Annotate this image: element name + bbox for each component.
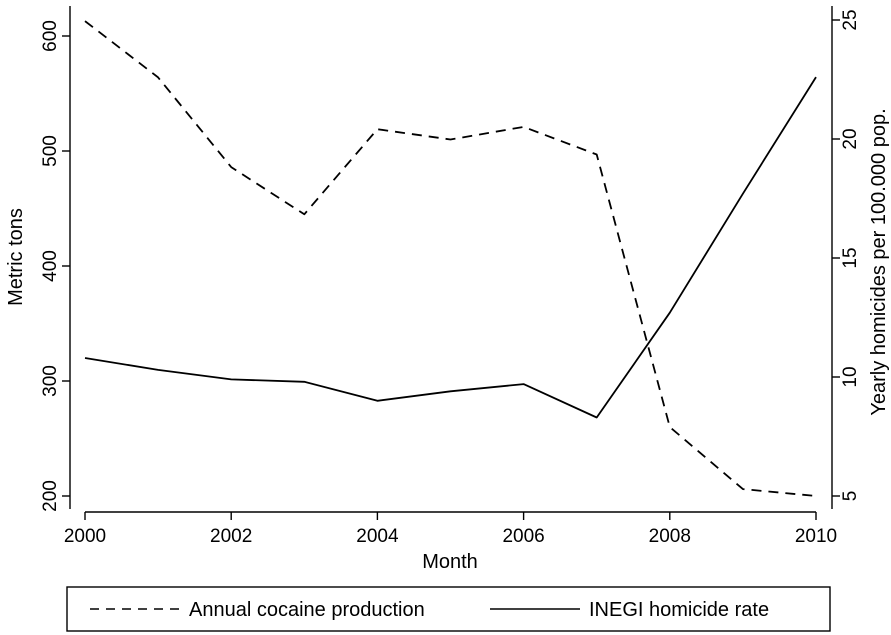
- series-line-homicide-rate: [84, 76, 817, 419]
- y-left-tick-label: 600: [40, 20, 61, 52]
- axes: 2000 2002 2004 2006 2008 20102003004005006005…: [40, 6, 861, 547]
- y-right-tick-label: 5: [840, 491, 861, 502]
- legend-box: [66, 586, 831, 632]
- legend-label-homicide: INEGI homicide rate: [589, 599, 769, 621]
- y-axis-left-title: Metric tons: [5, 208, 27, 306]
- x-tick-label: 2006: [502, 526, 544, 547]
- x-tick-label: 2008: [649, 526, 691, 547]
- y-left-tick-label: 500: [40, 135, 61, 167]
- y-right-tick-label: 15: [840, 247, 861, 268]
- y-axis-right-title: Yearly homicides per 100.000 pop.: [868, 108, 890, 415]
- x-axis-title: Month: [422, 551, 478, 573]
- series-lines: [84, 20, 817, 497]
- y-right-tick-label: 10: [840, 366, 861, 387]
- x-tick-label: 2004: [356, 526, 399, 547]
- x-tick-label: 2010: [795, 526, 837, 547]
- y-right-tick-label: 20: [840, 128, 861, 149]
- series-line-cocaine-production: [84, 20, 817, 497]
- legend: Annual cocaine production INEGI homicide…: [66, 586, 831, 632]
- y-left-tick-label: 300: [40, 365, 61, 397]
- x-tick-label: 2000: [64, 526, 106, 547]
- y-left-tick-label: 200: [40, 480, 61, 512]
- y-right-tick-label: 25: [840, 9, 861, 30]
- x-tick-label: 2002: [210, 526, 252, 547]
- legend-label-cocaine: Annual cocaine production: [189, 599, 425, 621]
- y-left-tick-label: 400: [40, 250, 61, 282]
